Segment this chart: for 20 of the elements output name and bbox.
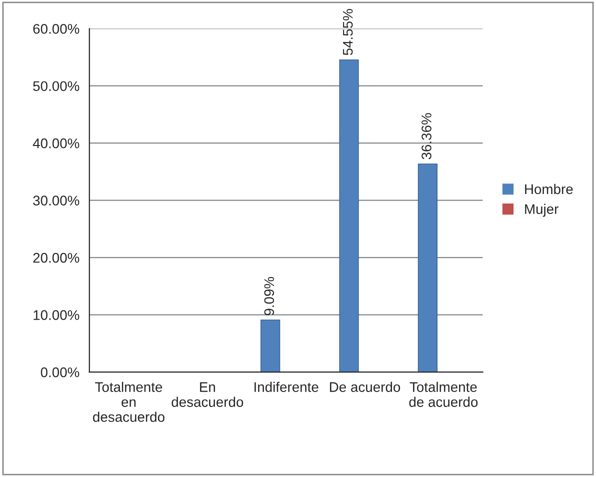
legend-label: Mujer: [525, 204, 558, 217]
x-tick-label: En desacuerdo: [172, 382, 244, 407]
y-tick-label: 10.00%: [34, 310, 80, 320]
y-tick-label: 30.00%: [33, 196, 80, 206]
x-tick-label: Totalmente en desacuerdo: [93, 382, 164, 422]
x-tick-label: Totalmente de acuerdo: [409, 382, 478, 407]
y-tick-label: 60.00%: [33, 24, 80, 34]
y-tick-label: 50.00%: [33, 81, 80, 92]
y-tick-label: 40.00%: [32, 138, 80, 148]
bar: [418, 164, 438, 372]
legend-label: Hombre: [525, 184, 573, 194]
x-tick-label: Indiferente: [254, 382, 318, 392]
data-label: 36.36%: [422, 113, 432, 160]
y-tick-label: 0.00%: [40, 367, 80, 378]
data-label: 9.09%: [264, 276, 274, 316]
bar: [339, 59, 359, 372]
y-tick-label: 20.00%: [33, 252, 80, 263]
x-tick-label: De acuerdo: [330, 382, 400, 392]
bar: [260, 320, 280, 372]
data-label: 54.55%: [342, 9, 353, 56]
